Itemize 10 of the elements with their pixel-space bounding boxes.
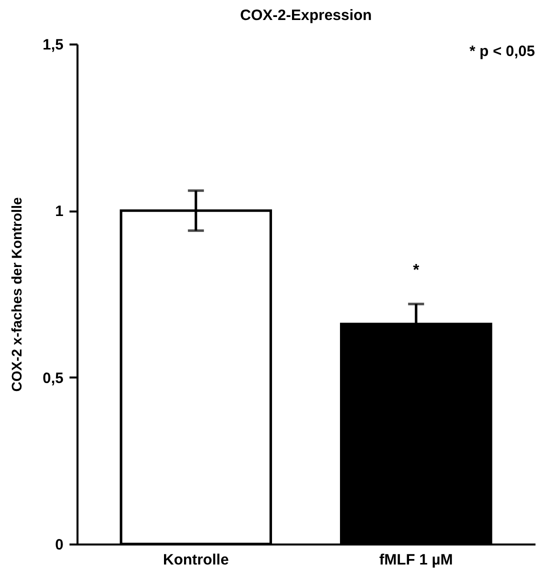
x-tick-label: Kontrolle — [162, 552, 229, 568]
annotation: * p < 0,05 — [470, 43, 535, 60]
y-tick-label: 0 — [55, 536, 64, 554]
y-tick-label: 1 — [55, 203, 64, 220]
annotation: * — [412, 262, 420, 279]
y-axis-title: COX-2 x-faches der Kontrolle — [8, 197, 25, 392]
y-tick-label: 1,5 — [42, 36, 64, 54]
x-tick-label: fMLF 1 µM — [379, 552, 453, 568]
chart-title: COX-2-Expression — [240, 7, 372, 24]
y-tick-label: 0,5 — [42, 370, 64, 387]
